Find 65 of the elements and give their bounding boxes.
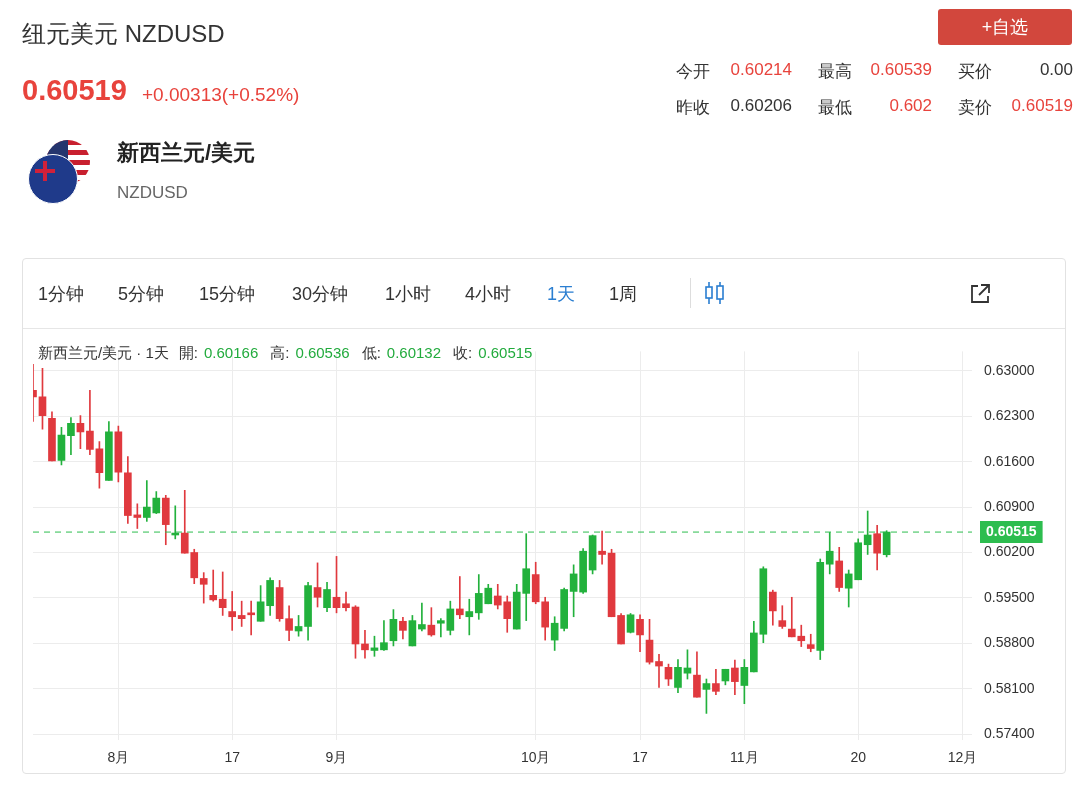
y-tick-label: 0.63000: [984, 361, 1035, 378]
text: 30分钟: [292, 283, 349, 306]
text: 0.60519: [22, 74, 127, 107]
text: 买价: [958, 61, 992, 83]
x-tick-label: 12月: [947, 749, 978, 766]
candlestick: [209, 569, 218, 602]
y-tick-label: 0.58800: [984, 634, 1035, 651]
y-tick-label: 0.58100: [984, 679, 1035, 696]
text: 0.00: [1039, 60, 1073, 80]
y-tick-label: 0.59500: [984, 588, 1035, 605]
y-tick-label: 0.57400: [984, 725, 1035, 742]
text: 最低: [818, 97, 852, 119]
annotation: 收:: [453, 344, 473, 363]
text: 最高: [818, 61, 852, 83]
text: 4小时: [465, 283, 512, 306]
candlestick: [437, 618, 445, 638]
text: 卖价: [958, 97, 992, 119]
text: 0.60519: [1011, 96, 1073, 116]
x-tick-label: 8月: [107, 749, 130, 766]
y-tick-label: 0.60200: [984, 543, 1035, 560]
annotation: 開:: [178, 344, 199, 363]
text: 15分钟: [199, 283, 256, 306]
annotation: 0.60132: [386, 344, 442, 361]
text: 5分钟: [118, 283, 165, 306]
x-tick-label: 20: [850, 749, 867, 766]
x-tick-label: 11月: [730, 749, 759, 766]
text: 昨收: [676, 97, 710, 119]
text: 今开: [676, 61, 710, 83]
text: 1天: [547, 283, 576, 306]
annotation: 新西兰元/美元 · 1天: [38, 344, 169, 363]
candlestick: [465, 598, 474, 636]
annotation: 高:: [270, 344, 290, 363]
annotation: 0.60166: [204, 344, 259, 361]
annotation: 0.60536: [295, 344, 350, 361]
text: 0.60539: [870, 60, 932, 80]
annotation: 0.60515: [478, 344, 533, 361]
text: 新西兰元/美元: [117, 139, 256, 167]
candlestick: [598, 530, 606, 565]
text: 0.60214: [730, 60, 792, 80]
candlestick: [455, 576, 464, 620]
text: +自选: [980, 16, 1030, 39]
ref-line-label: 0.60515: [986, 522, 1037, 539]
chart-title: 纽元美元 NZDUSD: [22, 19, 225, 49]
candlestick: [218, 571, 227, 616]
text: NZDUSD: [117, 183, 188, 203]
text: +0.00313(+0.52%): [142, 84, 300, 106]
x-tick-label: 17: [224, 749, 241, 766]
text: 0.602: [889, 96, 932, 116]
x-tick-label: 10月: [520, 749, 551, 766]
x-tick-label: 9月: [325, 749, 348, 766]
candlestick: [655, 654, 663, 688]
candlestick: [228, 591, 237, 631]
x-tick-label: 17: [632, 749, 649, 766]
text: 1分钟: [38, 283, 85, 306]
y-tick-label: 0.60900: [984, 497, 1035, 514]
text: 1周: [609, 283, 638, 306]
y-tick-label: 0.61600: [984, 452, 1035, 469]
y-tick-label: 0.62300: [984, 407, 1035, 424]
text: 0.60206: [730, 96, 792, 116]
candlestick: [199, 572, 208, 604]
candlestick: [380, 620, 388, 651]
text: 1小时: [385, 283, 432, 306]
candlestick: [418, 602, 426, 632]
candlestick: [361, 630, 369, 659]
annotation: 低:: [361, 344, 381, 363]
